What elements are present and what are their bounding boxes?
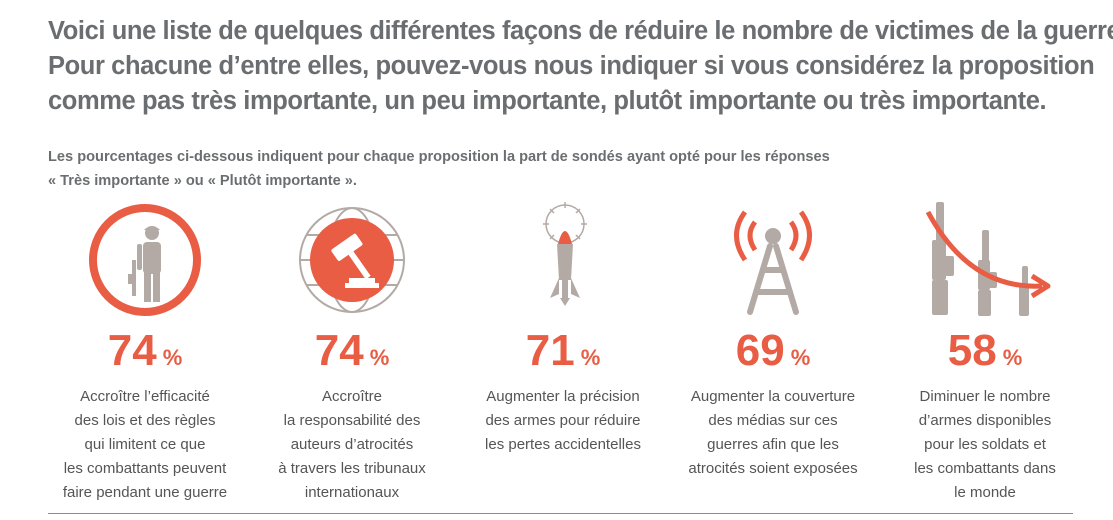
title-line: Voici une liste de quelques différentes …: [48, 17, 1113, 45]
label-line: à travers les tribunaux: [278, 460, 426, 477]
title-line: Pour chacune d’entre elles, pouvez-vous …: [48, 52, 1095, 80]
label-line: les combattants dans: [914, 460, 1056, 477]
item-label: Diminuer le nombre d’armes disponibles p…: [880, 385, 1090, 505]
item-label: Accroître la responsabilité des auteurs …: [247, 385, 457, 505]
page-title: Voici une liste de quelques différentes …: [48, 14, 1113, 119]
label-line: des armes pour réduire: [485, 412, 641, 429]
label-line: atrocités soient exposées: [688, 460, 858, 477]
label-line: des médias sur ces: [708, 412, 838, 429]
broadcast-tower-icon: [708, 200, 838, 325]
label-line: guerres afin que les: [707, 436, 839, 453]
percentage-value: 69%: [668, 328, 878, 374]
label-line: faire pendant une guerre: [62, 484, 228, 501]
percentage-unit: %: [580, 345, 601, 370]
percentage-value: 74%: [247, 328, 457, 374]
percentage-value: 74%: [40, 328, 250, 374]
label-line: le monde: [954, 484, 1016, 501]
label-line: Diminuer le nombre: [919, 388, 1051, 405]
subtitle-line: « Très importante » ou « Plutôt importan…: [48, 173, 357, 189]
label-line: d’armes disponibles: [918, 412, 1052, 429]
percentage-number: 69: [735, 326, 785, 375]
label-line: Augmenter la précision: [486, 388, 640, 405]
label-line: Accroître l’efficacité: [80, 388, 210, 405]
percentage-unit: %: [790, 345, 811, 370]
percentage-number: 71: [525, 326, 575, 375]
percentage-unit: %: [1002, 345, 1023, 370]
item-label: Accroître l’efficacité des lois et des r…: [40, 385, 250, 505]
percentage-unit: %: [369, 345, 390, 370]
label-line: Augmenter la couverture: [690, 388, 856, 405]
label-line: pour les soldats et: [924, 436, 1046, 453]
item-label: Augmenter la couverture des médias sur c…: [668, 385, 878, 481]
percentage-unit: %: [162, 345, 183, 370]
percentage-value: 58%: [880, 328, 1090, 374]
percentage-number: 74: [107, 326, 157, 375]
subtitle: Les pourcentages ci-dessous indiquent po…: [48, 145, 1088, 193]
missile-target-icon: [498, 200, 628, 325]
item-label: Augmenter la précision des armes pour ré…: [458, 385, 668, 457]
label-line: Accroître: [321, 388, 382, 405]
gavel-globe-icon: [287, 200, 417, 325]
bottom-divider: [48, 513, 1073, 514]
decreasing-rifles-icon: [910, 200, 1060, 325]
percentage-value: 71%: [458, 328, 668, 374]
label-line: auteurs d’atrocités: [290, 436, 414, 453]
percentage-number: 74: [314, 326, 364, 375]
label-line: la responsabilité des: [283, 412, 421, 429]
subtitle-line: Les pourcentages ci-dessous indiquent po…: [48, 149, 830, 165]
label-line: les pertes accidentelles: [485, 436, 641, 453]
percentage-number: 58: [947, 326, 997, 375]
label-line: les combattants peuvent: [63, 460, 227, 477]
label-line: des lois et des règles: [74, 412, 216, 429]
title-line: comme pas très importante, un peu import…: [48, 87, 1047, 115]
soldier-in-circle-icon: [80, 200, 210, 325]
label-line: qui limitent ce que: [84, 436, 206, 453]
label-line: internationaux: [304, 484, 400, 501]
